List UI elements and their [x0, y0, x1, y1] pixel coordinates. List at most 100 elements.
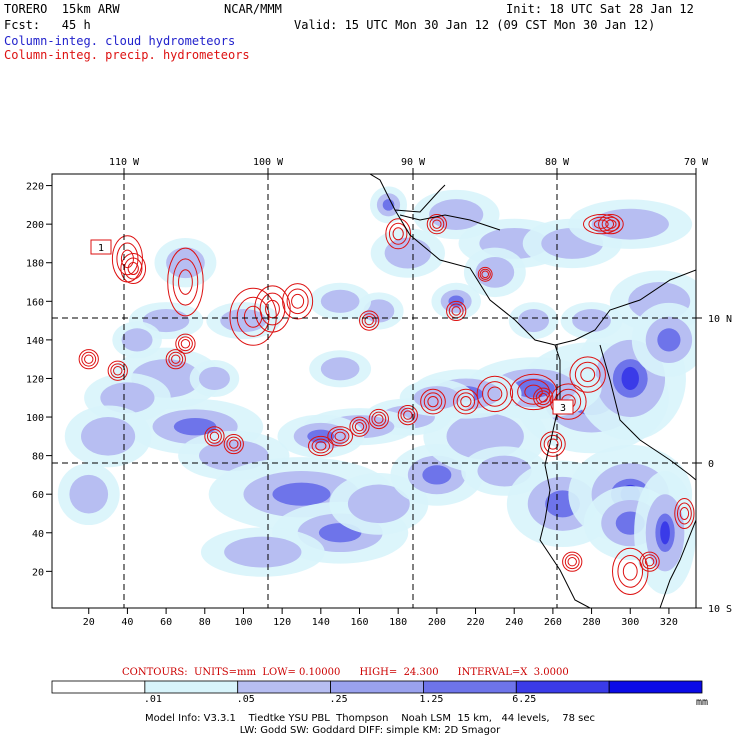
colorbar-swatch: [515, 680, 610, 694]
cloud-blob: [320, 289, 360, 313]
model-info-line2: LW: Godd SW: Goddard DIFF: simple KM: 2D…: [239, 725, 501, 736]
x-tick-label: 320: [660, 617, 678, 628]
coastline: [599, 344, 696, 481]
precip-contour: [207, 428, 222, 444]
precip-contour: [476, 375, 514, 413]
x-tick-label: 240: [505, 617, 523, 628]
y-tick-label: 100: [26, 413, 44, 424]
colorbar-level-label: .05: [236, 694, 255, 705]
y-tick-label: 20: [32, 567, 44, 578]
precip-contour: [178, 336, 193, 352]
station-marker-box: [90, 239, 112, 255]
precip-contour: [674, 497, 695, 529]
precip-contour: [388, 222, 408, 245]
precip-contour: [116, 242, 139, 276]
y-tick-label: 40: [32, 529, 44, 540]
x-tick-label: 140: [312, 617, 330, 628]
y-tick-label: 180: [26, 259, 44, 270]
precip-contour: [81, 351, 97, 367]
precip-contour: [171, 354, 181, 364]
x-tick-label: 80: [199, 617, 211, 628]
lon-label: 80 W: [545, 157, 570, 168]
precip-contour: [374, 414, 384, 424]
precip-contour: [403, 410, 413, 420]
precip-contour: [487, 386, 503, 402]
precip-contour: [420, 388, 446, 415]
colorbar-swatch: [144, 680, 239, 694]
lon-label: 110 W: [109, 157, 140, 168]
cloud-blob: [347, 484, 410, 524]
colorbar-level-label: .25: [329, 694, 348, 705]
precip-contour: [204, 426, 225, 447]
cloud-blob: [657, 328, 681, 352]
cloud-blob: [121, 328, 153, 352]
coastline-layer: [210, 174, 696, 608]
cloud-blob: [220, 309, 267, 333]
precip-contour: [178, 269, 193, 295]
cloud-blob: [475, 256, 515, 288]
precip-contour: [209, 431, 220, 442]
precip-contour: [574, 361, 601, 388]
marker-layer: 13: [90, 239, 574, 415]
lat-label: 10 N: [708, 314, 732, 325]
precip-contour: [676, 502, 692, 525]
cloud-blob: [166, 247, 205, 279]
precip-contour: [482, 381, 508, 407]
x-tick-label: 120: [273, 617, 291, 628]
precip-contour: [564, 554, 580, 570]
precip-contour: [392, 227, 404, 241]
precip-contour: [352, 419, 367, 435]
cloud-blob: [572, 309, 611, 333]
colorbar: [51, 680, 703, 694]
colorbar-swatch: [423, 680, 517, 694]
x-tick-label: 260: [544, 617, 562, 628]
precip-contour: [601, 216, 621, 232]
x-tick-label: 280: [583, 617, 601, 628]
precip-contour: [368, 408, 389, 430]
precip-contour: [286, 288, 309, 315]
latlon-grid: [52, 174, 696, 608]
precip-contour: [509, 373, 558, 411]
precip-contour: [679, 506, 690, 520]
forecast-hour: Fcst: 45 h: [4, 18, 91, 32]
x-tick-label: 100: [234, 617, 252, 628]
precip-contour: [84, 354, 94, 364]
precip-contour: [385, 218, 412, 250]
x-tick-label: 200: [428, 617, 446, 628]
axis-ticks: 20 40 60 80 100 120 140 160 180 200 220 240 260 280 30…: [26, 157, 732, 628]
precip-contour: [617, 554, 644, 588]
station-marker-label: 3: [560, 403, 566, 414]
valid-time: Valid: 15 UTC Mon 30 Jan 12 (09 CST Mon …: [294, 18, 656, 32]
y-tick-label: 120: [26, 374, 44, 385]
cloud-blob: [142, 309, 190, 333]
precip-contour: [291, 293, 305, 309]
model-title: TORERO 15km ARW: [4, 2, 120, 16]
station-marker-box: [552, 399, 574, 415]
precip-contour: [550, 383, 587, 420]
org-label: NCAR/MMM: [224, 2, 282, 16]
precip-contour: [349, 416, 370, 437]
cloud-blob: [69, 474, 109, 514]
y-tick-label: 200: [26, 220, 44, 231]
precip-contour: [427, 396, 439, 408]
precip-contour: [562, 551, 583, 572]
precip-contour: [451, 306, 461, 316]
precip-contour-layer: [78, 214, 695, 595]
precip-contour: [371, 411, 387, 427]
precip-contour: [397, 405, 418, 426]
precip-contour: [432, 219, 442, 229]
precip-contour: [642, 554, 658, 570]
colorbar-level-label: 1.25: [419, 694, 444, 705]
colorbar-swatch: [330, 680, 424, 694]
precip-contour: [567, 557, 577, 567]
precip-contour: [110, 363, 126, 379]
lon-label: 70 W: [684, 157, 709, 168]
colorbar-unit: mm: [696, 697, 709, 708]
cloud-blob: [429, 199, 484, 230]
precip-contour: [78, 349, 99, 370]
colorbar-level-label: 6.25: [512, 694, 537, 705]
colorbar-swatch: [51, 680, 146, 694]
precip-contour: [259, 292, 286, 326]
precip-contour: [644, 557, 655, 567]
precip-contour: [327, 426, 353, 447]
